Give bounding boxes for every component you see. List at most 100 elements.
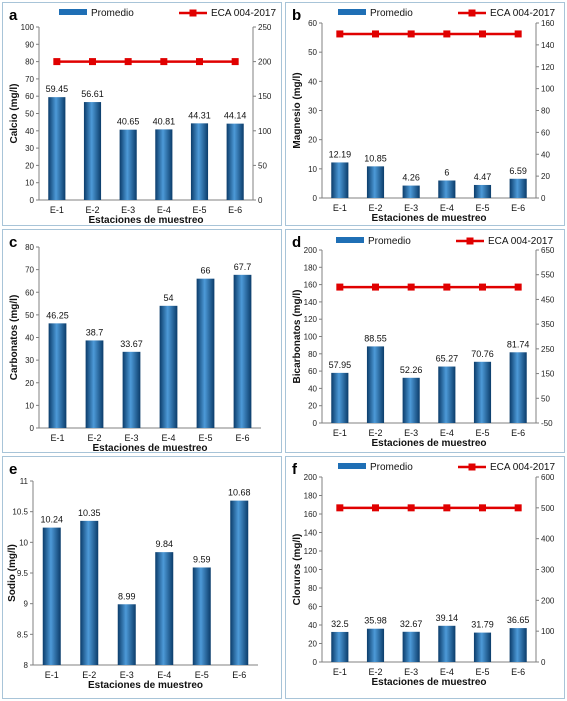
y2-tick-label: 550 [541, 271, 555, 280]
y-tick-label: 0 [313, 194, 318, 203]
y-tick-label: 10 [25, 401, 34, 410]
eca-point-E-6 [514, 30, 522, 38]
y-tick-label: 100 [304, 566, 318, 575]
bar-E-3 [117, 604, 136, 665]
y-tick-label: 20 [25, 161, 34, 170]
x-tick-label-E-5: E-5 [475, 428, 489, 438]
x-tick-label-E-3: E-3 [124, 433, 138, 443]
y-tick-label: 60 [308, 19, 317, 28]
y-tick-label: 20 [308, 640, 317, 649]
y-tick-label: 30 [25, 144, 34, 153]
bar-E-3 [119, 129, 137, 200]
y-tick-label: 50 [308, 48, 317, 57]
x-tick-label-E-1: E-1 [50, 205, 64, 215]
bar-E-1 [48, 97, 66, 200]
y-tick-label: 10 [25, 179, 34, 188]
y2-tick-label: 40 [541, 150, 550, 159]
legend-label-eca: ECA 004-2017 [211, 8, 276, 19]
data-label-E-5: 9.59 [193, 554, 211, 564]
y-axis-title: Carbonatos (mg/l) [9, 295, 20, 381]
bar-E-6 [509, 352, 527, 423]
x-tick-label-E-2: E-2 [82, 670, 96, 680]
y-tick-label: 140 [304, 298, 318, 307]
y-axis-title: Sodio (mg/l) [7, 544, 18, 602]
x-tick-label-E-5: E-5 [195, 670, 209, 680]
eca-point-E-4 [443, 30, 451, 38]
legend-swatch-eca-marker [189, 9, 197, 17]
x-tick-label-E-3: E-3 [120, 670, 134, 680]
y-tick-label: 0 [313, 419, 318, 428]
bar-E-4 [438, 625, 456, 662]
bar-E-3 [402, 377, 420, 423]
data-label-E-5: 44.31 [188, 110, 211, 120]
data-label-E-3: 52.26 [400, 365, 423, 375]
legend-label-eca: ECA 004-2017 [490, 8, 555, 19]
data-label-E-6: 67.7 [234, 262, 252, 272]
data-label-E-3: 32.67 [400, 619, 423, 629]
legend: Promedio ECA 004-2017 [338, 462, 555, 473]
data-label-E-3: 33.67 [120, 339, 143, 349]
y2-tick-label: 250 [541, 345, 555, 354]
bar-E-3 [402, 631, 420, 662]
x-tick-label-E-4: E-4 [157, 670, 171, 680]
chart-panel-f: f Promedio ECA 004-2017 0 20 40 60 80 100 120 140 1… [285, 456, 565, 699]
eca-point-E-6 [514, 504, 522, 512]
eca-point-E-5 [479, 504, 486, 512]
y2-tick-label: 20 [541, 172, 550, 181]
x-tick-label-E-2: E-2 [368, 203, 382, 213]
bar-E-1 [42, 527, 61, 665]
x-tick-label-E-6: E-6 [232, 670, 246, 680]
x-tick-label-E-1: E-1 [333, 667, 347, 677]
eca-point-E-3 [407, 30, 415, 38]
y2-tick-label: 0 [258, 196, 263, 205]
bar-E-4 [438, 366, 456, 423]
eca-point-E-6 [514, 283, 522, 291]
data-label-E-2: 35.98 [364, 616, 387, 626]
x-tick-label-E-3: E-3 [121, 205, 135, 215]
x-tick-label-E-1: E-1 [333, 428, 347, 438]
data-label-E-2: 10.35 [78, 508, 101, 518]
bar-E-2 [80, 520, 99, 665]
y-tick-label: 60 [25, 288, 34, 297]
y-tick-label: 50 [25, 311, 34, 320]
chart-a: a Promedio ECA 004-2017 0 10 20 30 40 50 60 70 80 90… [9, 7, 276, 226]
x-tick-label-E-4: E-4 [440, 428, 454, 438]
x-tick-label-E-5: E-5 [475, 203, 489, 213]
y-tick-label: 11 [20, 477, 29, 486]
y-tick-label: 120 [304, 315, 318, 324]
y2-tick-label: 140 [541, 41, 555, 50]
y-tick-label: 180 [304, 263, 318, 272]
y2-tick-label: 650 [541, 246, 555, 255]
eca-point-E-4 [160, 58, 168, 66]
bar-E-3 [402, 185, 420, 198]
y-tick-label: 80 [308, 350, 317, 359]
chart-panel-b: b Promedio ECA 004-2017 0 10 20 30 40 50 60 0 20 40 6… [285, 2, 565, 226]
chart-panel-a: a Promedio ECA 004-2017 0 10 20 30 40 50 60 70 80 90… [2, 2, 282, 226]
data-label-E-3: 40.65 [117, 117, 140, 127]
eca-point-E-2 [89, 58, 96, 66]
x-axis-title: Estaciones de muestreo [371, 677, 486, 688]
x-tick-label-E-2: E-2 [368, 428, 382, 438]
eca-point-E-3 [407, 283, 415, 291]
bar-E-5 [190, 123, 209, 200]
legend: Promedio ECA 004-2017 [336, 236, 553, 247]
y-tick-label: 200 [304, 246, 318, 255]
data-label-E-4: 54 [163, 293, 173, 303]
eca-point-E-2 [372, 504, 379, 512]
data-label-E-5: 4.47 [474, 172, 492, 182]
y-tick-label: 10.5 [12, 508, 28, 517]
y2-tick-label: 80 [541, 107, 550, 116]
eca-point-E-4 [443, 283, 451, 291]
y-axis-title: Calcio (mg/l) [9, 83, 20, 143]
chart-e: e 8 8.5 9 9.5 10 10.5 11 10.24 E-1 10.35 E-2 8.99 E-3… [7, 461, 258, 691]
x-axis-title: Estaciones de muestreo [371, 438, 486, 449]
eca-point-E-2 [372, 283, 379, 291]
legend-label-promedio: Promedio [370, 8, 413, 19]
chart-panel-e: e 8 8.5 9 9.5 10 10.5 11 10.24 E-1 10.35 E-2 8.99 E-3… [2, 456, 282, 699]
y-tick-label: 10 [308, 165, 317, 174]
x-tick-label-E-4: E-4 [157, 205, 171, 215]
eca-point-E-4 [443, 504, 451, 512]
y-tick-label: 80 [25, 58, 34, 67]
data-label-E-2: 56.61 [81, 89, 104, 99]
y-tick-label: 40 [25, 334, 34, 343]
